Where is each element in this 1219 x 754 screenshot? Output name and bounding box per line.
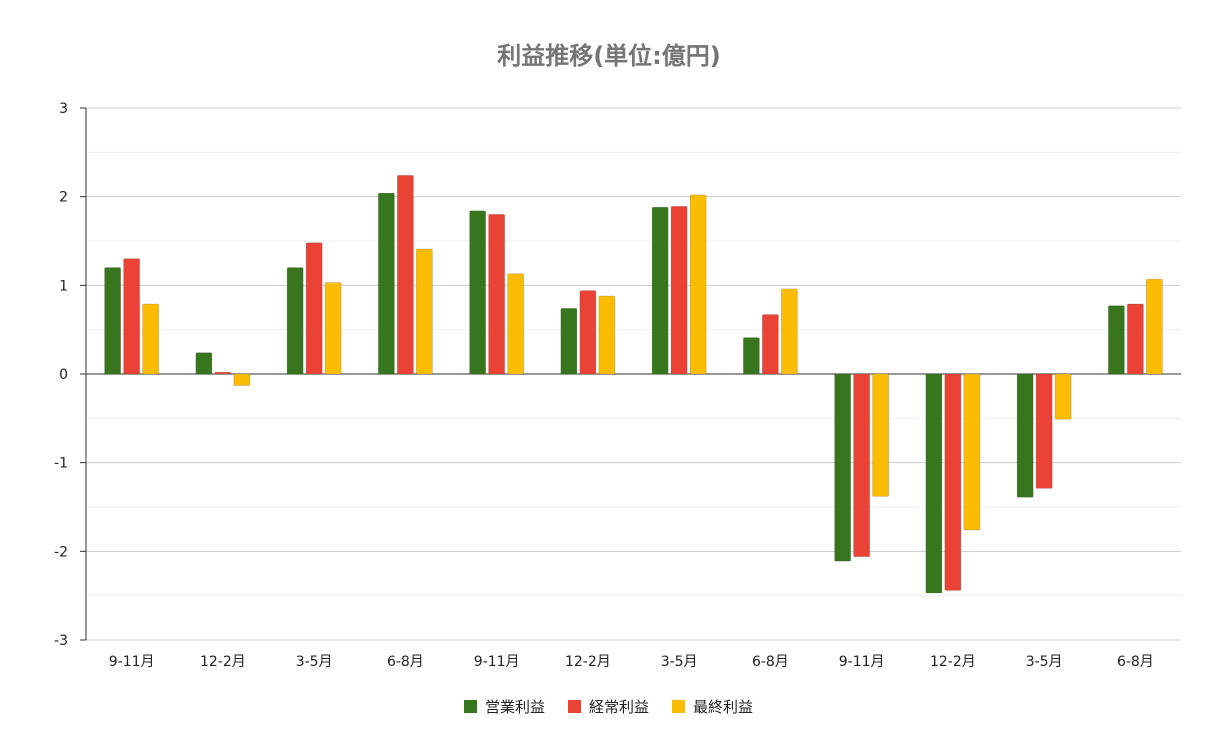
- chart-title: 利益推移(単位:億円): [497, 42, 721, 70]
- bars: [104, 175, 1163, 594]
- bar: [834, 373, 851, 562]
- bar: [743, 337, 760, 375]
- bar: [488, 214, 505, 375]
- x-tick-label: 6-8月: [387, 654, 424, 670]
- bar: [689, 194, 707, 375]
- x-tick-label: 12-2月: [200, 654, 246, 670]
- y-tick-label: -2: [54, 544, 68, 560]
- bar: [872, 373, 889, 497]
- bar: [963, 373, 981, 531]
- bar: [286, 267, 304, 375]
- y-tick-label: 1: [59, 278, 68, 294]
- bar: [651, 207, 669, 375]
- bar: [598, 295, 616, 375]
- bar: [1054, 373, 1072, 420]
- bar: [195, 352, 213, 375]
- legend-label: 経常利益: [589, 698, 649, 716]
- y-tick-label: 2: [59, 190, 68, 206]
- bar: [853, 373, 870, 557]
- bar: [670, 206, 688, 375]
- bar: [781, 288, 798, 375]
- legend-swatch: [672, 700, 685, 713]
- legend-label: 最終利益: [693, 698, 753, 716]
- y-axis: -3 -2 -1 0 1 2 3: [54, 101, 87, 649]
- bar: [1146, 278, 1163, 375]
- y-tick-label: -3: [54, 633, 68, 649]
- x-axis: 9-11月 12-2月 3-5月 6-8月 9-11月 12-2月 3-5月 6-8月 9-11…: [109, 654, 1154, 670]
- bar: [378, 192, 395, 375]
- x-tick-label: 3-5月: [296, 654, 333, 670]
- legend-swatch: [568, 700, 581, 713]
- legend-swatch: [464, 700, 477, 713]
- bar: [142, 303, 159, 375]
- bar: [305, 242, 323, 375]
- x-tick-label: 9-11月: [109, 654, 155, 670]
- bar: [1108, 305, 1125, 375]
- bar: [944, 373, 962, 591]
- bar: [1035, 373, 1053, 489]
- bar: [579, 290, 597, 375]
- bar: [762, 314, 779, 375]
- gridlines: [86, 107, 1181, 641]
- bar: [416, 248, 433, 375]
- bar: [233, 373, 251, 386]
- bar: [507, 273, 524, 375]
- y-tick-label: 3: [59, 101, 68, 117]
- bar: [397, 175, 414, 375]
- x-tick-label: 9-11月: [474, 654, 520, 670]
- bar: [1127, 303, 1144, 375]
- bar: [123, 258, 140, 375]
- bar: [1016, 373, 1034, 498]
- bar: [104, 267, 121, 375]
- bar: [925, 373, 943, 594]
- bar: [214, 371, 232, 375]
- bar: [469, 210, 486, 375]
- bar: [560, 308, 578, 375]
- bar: [324, 282, 342, 375]
- x-tick-label: 12-2月: [930, 654, 976, 670]
- y-tick-label: 0: [59, 367, 68, 383]
- y-tick-label: -1: [54, 456, 68, 472]
- x-tick-label: 3-5月: [661, 654, 698, 670]
- x-tick-label: 9-11月: [839, 654, 885, 670]
- x-tick-label: 3-5月: [1026, 654, 1063, 670]
- x-tick-label: 12-2月: [565, 654, 611, 670]
- x-tick-label: 6-8月: [1117, 654, 1154, 670]
- legend: 営業利益 経常利益 最終利益: [464, 698, 753, 716]
- legend-label: 営業利益: [485, 698, 545, 716]
- x-tick-label: 6-8月: [752, 654, 789, 670]
